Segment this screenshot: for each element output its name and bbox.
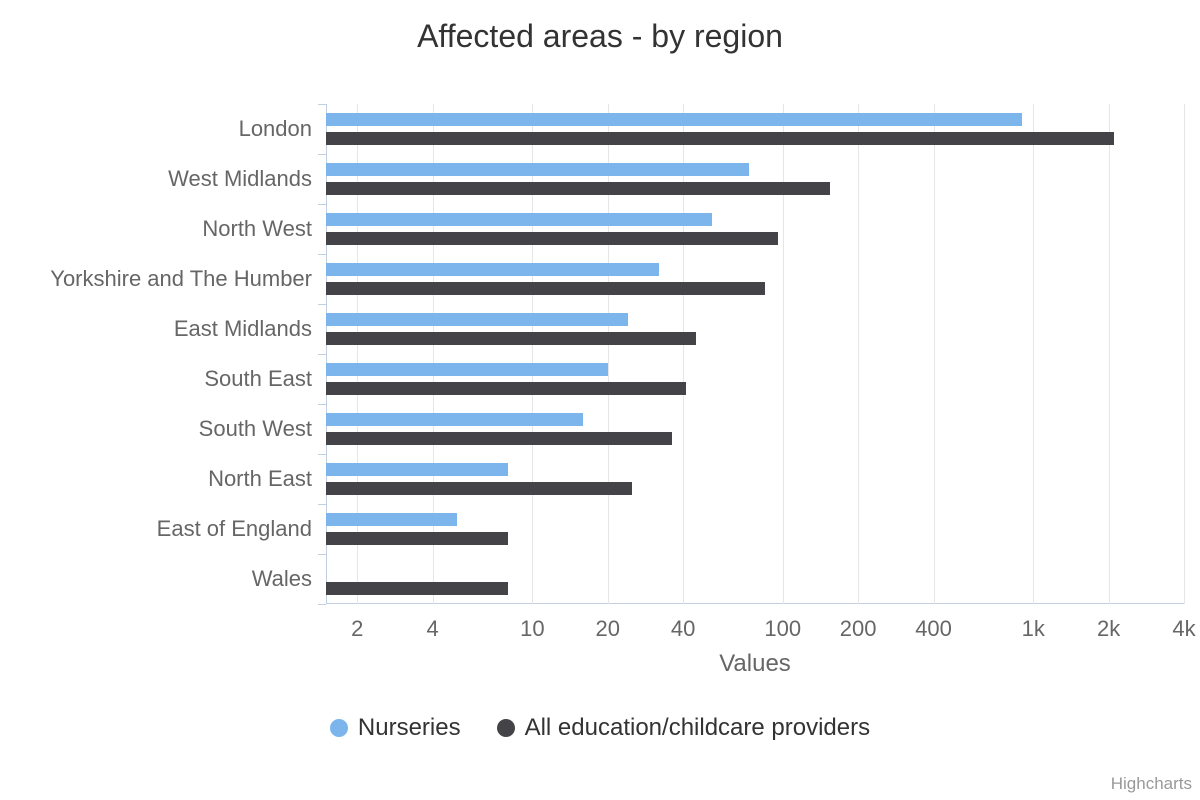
bar[interactable] bbox=[326, 332, 696, 345]
bar[interactable] bbox=[326, 313, 628, 326]
bar[interactable] bbox=[326, 482, 632, 495]
y-tick-label: Wales bbox=[252, 566, 312, 592]
grid-line bbox=[433, 104, 434, 604]
y-tick-label: West Midlands bbox=[168, 166, 312, 192]
chart-title: Affected areas - by region bbox=[0, 18, 1200, 55]
y-tick bbox=[318, 404, 326, 405]
bar[interactable] bbox=[326, 282, 765, 295]
bar[interactable] bbox=[326, 113, 1022, 126]
bar[interactable] bbox=[326, 463, 508, 476]
x-tick-label: 20 bbox=[595, 616, 619, 642]
bar[interactable] bbox=[326, 432, 672, 445]
x-tick-label: 40 bbox=[671, 616, 695, 642]
x-tick-label: 400 bbox=[915, 616, 952, 642]
bar[interactable] bbox=[326, 363, 608, 376]
legend-label: Nurseries bbox=[358, 714, 461, 742]
bar[interactable] bbox=[326, 582, 508, 595]
y-tick bbox=[318, 354, 326, 355]
grid-line bbox=[783, 104, 784, 604]
legend-item[interactable]: All education/childcare providers bbox=[497, 714, 871, 742]
legend: Nurseries All education/childcare provide… bbox=[0, 714, 1200, 742]
bar[interactable] bbox=[326, 213, 712, 226]
bar[interactable] bbox=[326, 263, 659, 276]
y-tick bbox=[318, 554, 326, 555]
x-tick-label: 2k bbox=[1097, 616, 1120, 642]
bar[interactable] bbox=[326, 182, 830, 195]
bar[interactable] bbox=[326, 382, 686, 395]
x-tick-label: 2 bbox=[351, 616, 363, 642]
y-tick bbox=[318, 454, 326, 455]
grid-line bbox=[1033, 104, 1034, 604]
grid-line bbox=[1109, 104, 1110, 604]
y-tick-label: East Midlands bbox=[174, 316, 312, 342]
legend-item[interactable]: Nurseries bbox=[330, 714, 461, 742]
chart-container: Affected areas - by region London West Mi… bbox=[0, 0, 1200, 800]
x-tick-label: 200 bbox=[840, 616, 877, 642]
grid-line bbox=[858, 104, 859, 604]
y-tick bbox=[318, 204, 326, 205]
plot-area bbox=[326, 104, 1184, 604]
x-tick-label: 4 bbox=[427, 616, 439, 642]
y-tick-label: North West bbox=[202, 216, 312, 242]
grid-line bbox=[934, 104, 935, 604]
grid-line bbox=[608, 104, 609, 604]
x-tick-label: 100 bbox=[764, 616, 801, 642]
bar[interactable] bbox=[326, 232, 778, 245]
y-tick bbox=[318, 304, 326, 305]
y-tick bbox=[318, 154, 326, 155]
y-tick-label: South East bbox=[204, 366, 312, 392]
y-tick-label: North East bbox=[208, 466, 312, 492]
grid-line bbox=[357, 104, 358, 604]
x-tick-label: 4k bbox=[1172, 616, 1195, 642]
y-tick-label: South West bbox=[199, 416, 312, 442]
legend-label: All education/childcare providers bbox=[525, 714, 871, 742]
x-axis-title: Values bbox=[326, 650, 1184, 678]
y-tick bbox=[318, 104, 326, 105]
y-tick-label: London bbox=[239, 116, 312, 142]
grid-line bbox=[683, 104, 684, 604]
y-tick bbox=[318, 254, 326, 255]
y-tick bbox=[318, 604, 326, 605]
bar[interactable] bbox=[326, 513, 457, 526]
y-tick-label: East of England bbox=[157, 516, 312, 542]
bar[interactable] bbox=[326, 532, 508, 545]
grid-line bbox=[532, 104, 533, 604]
x-axis-line bbox=[326, 603, 1184, 604]
y-tick bbox=[318, 504, 326, 505]
x-tick-label: 10 bbox=[520, 616, 544, 642]
bar[interactable] bbox=[326, 132, 1114, 145]
credit-text[interactable]: Highcharts bbox=[1111, 774, 1192, 794]
bar[interactable] bbox=[326, 413, 583, 426]
x-tick-label: 1k bbox=[1022, 616, 1045, 642]
y-tick-label: Yorkshire and The Humber bbox=[50, 266, 312, 292]
legend-swatch bbox=[330, 719, 348, 737]
y-axis-line bbox=[326, 104, 327, 604]
grid-line bbox=[1184, 104, 1185, 604]
legend-swatch bbox=[497, 719, 515, 737]
bar[interactable] bbox=[326, 163, 749, 176]
